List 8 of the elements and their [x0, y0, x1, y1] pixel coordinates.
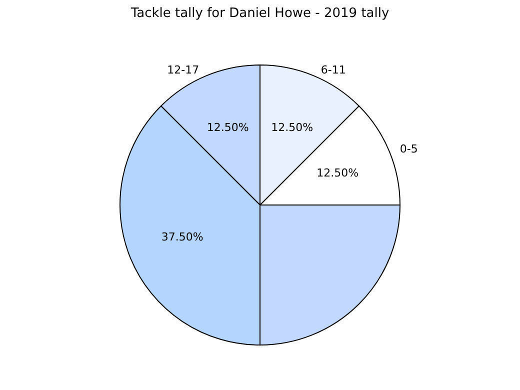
data-label: 12.50% — [206, 120, 249, 134]
data-label: 37.50% — [161, 230, 204, 244]
slice-label: 6-11 — [320, 64, 346, 77]
slice-label: 12-17 — [167, 64, 200, 77]
chart-title: Tackle tally for Daniel Howe - 2019 tally — [130, 6, 390, 21]
slice-label: 0-5 — [400, 142, 418, 156]
data-label: 12.50% — [271, 120, 314, 134]
data-label: 12.50% — [316, 166, 359, 180]
